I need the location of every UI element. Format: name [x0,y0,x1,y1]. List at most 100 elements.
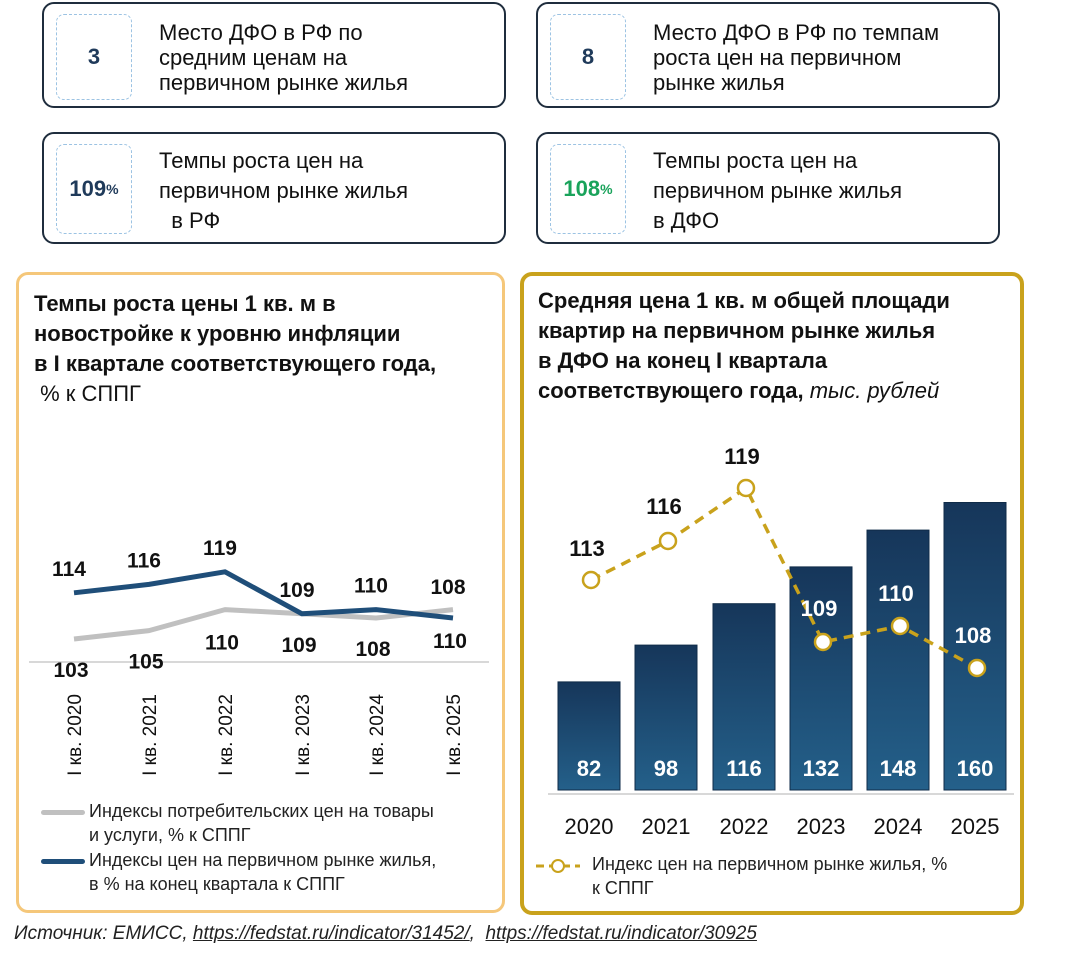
series-marker-index [890,616,910,636]
title-line: квартир на первичном рынке жилья [538,318,936,343]
title-line: в I квартале соответствующего года, [34,351,437,376]
series-marker-index [813,632,833,652]
kpi-text-line: первичном рынке жилья [653,178,903,203]
source-link-1[interactable]: https://fedstat.ru/indicator/31452/ [192,923,470,944]
kpi-card-growth-dfo: 108% Темпы роста цен на первичном рынке … [536,132,1000,244]
x-tick-label: 2022 [720,814,769,839]
data-label-index: 110 [878,581,914,606]
kpi-value: 8 [581,44,595,69]
kpi-value-box: 109% [56,144,132,234]
x-tick-label: 2020 [565,814,614,839]
x-tick-label: 2023 [797,814,846,839]
legend-item-cpi: Индексы потребительских цен на товары и … [39,799,509,847]
x-tick-label: I кв. 2023 [293,694,314,776]
panel-inflation-chart: Темпы роста цены 1 кв. м в новостройке к… [16,272,505,913]
series-line-cpi [73,607,454,642]
title-line: соответствующего года, [538,378,804,403]
title-line: в ДФО на конец I квартала [538,348,828,373]
kpi-text-line: в РФ [159,208,221,233]
legend-label: Индекс цен на первичном рынке жилья, % [592,854,948,874]
series-line-index [590,485,978,670]
x-tick-label: I кв. 2024 [367,694,388,776]
series-marker-index [581,570,601,590]
x-tick-label: I кв. 2025 [444,694,465,776]
x-tick-label: 2021 [642,814,691,839]
series-line-housing [73,569,454,621]
data-label-housing: 114 [52,558,86,581]
source-link-2[interactable]: https://fedstat.ru/indicator/30925 [485,923,757,944]
bar [634,644,698,791]
kpi-text-line: средним ценам на [159,45,348,70]
data-label-cpi: 105 [128,651,163,674]
x-tick-label: 2025 [951,814,1000,839]
source-sep: , [469,923,486,944]
line-chart: 114 116 119 109 110 108 103 105 110 109 108 110 I кв… [29,537,489,776]
legend-label: Индексы потребительских цен на товары [89,801,434,821]
data-label-housing: 119 [203,537,237,560]
kpi-suffix: % [600,181,613,197]
panel-title: Темпы роста цены 1 кв. м в новостройке к… [34,289,504,409]
x-tick-label: I кв. 2022 [216,694,237,776]
kpi-text-line: Место ДФО в РФ по темпам [653,20,940,45]
kpi-text: Темпы роста цен на первичном рынке жилья… [653,146,993,236]
data-label-housing: 110 [354,575,388,598]
series-marker-index [736,478,756,498]
bar-value-label: 98 [654,756,678,781]
bar-value-label: 116 [726,756,762,781]
data-label-housing: 108 [430,576,465,599]
kpi-text-line: первичном рынке жилья [159,70,409,95]
bar-value-label: 160 [957,756,994,781]
x-tick-label: I кв. 2021 [140,694,161,776]
title-unit: тыс. рублей [803,378,940,403]
kpi-text: Место ДФО в РФ по средним ценам на перви… [159,20,499,95]
kpi-suffix: % [106,181,119,197]
legend-item-housing: Индексы цен на первичном рынке жилья, в … [39,848,509,896]
data-label-index: 108 [955,623,992,648]
bar [866,529,930,791]
kpi-value-box: 8 [550,14,626,100]
x-tick-label: 2024 [874,814,923,839]
data-label-cpi: 108 [355,638,390,661]
kpi-text-line: Место ДФО в РФ по [159,20,363,45]
x-tick-label: I кв. 2020 [65,694,86,776]
data-label-index: 119 [724,444,760,469]
panel-title: Средняя цена 1 кв. м общей площади кварт… [538,286,1018,406]
kpi-card-rank-price: 3 Место ДФО в РФ по средним ценам на пер… [42,2,506,108]
data-label-cpi: 103 [53,659,88,682]
kpi-value: 109 [69,176,107,201]
title-line: новостройке к уровню инфляции [34,321,401,346]
bar [789,566,853,791]
legend-swatch-housing [41,859,85,864]
bar [557,681,621,791]
bar-line-chart: 82 98 116 132 148 160 2020 2021 2022 2023 2024 2025… [548,444,1014,839]
data-label-cpi: 109 [281,634,316,657]
kpi-text-line: рынке жилья [653,70,785,95]
data-label-housing: 116 [127,549,161,572]
legend-label: Индексы цен на первичном рынке жилья, [89,850,437,870]
data-label-index: 116 [646,494,682,519]
kpi-value-box: 3 [56,14,132,100]
kpi-text: Место ДФО в РФ по темпам роста цен на пе… [653,20,993,95]
data-label-housing: 109 [279,579,314,602]
bar-value-label: 82 [577,756,601,781]
legend-label: и услуги, % к СППГ [89,825,251,845]
kpi-value: 3 [87,44,101,69]
bar [712,603,776,791]
source-prefix: Источник: ЕМИСС, [14,923,193,944]
data-label-cpi: 110 [205,632,239,655]
kpi-text-line: первичном рынке жилья [159,178,409,203]
title-line: Средняя цена 1 кв. м общей площади [538,288,950,313]
kpi-text-line: роста цен на первичном [653,45,902,70]
legend-label: в % на конец квартала к СППГ [89,874,345,894]
bar-value-label: 132 [803,756,840,781]
chart-subtitle: % к СППГ [34,381,141,406]
bar-value-label: 148 [880,756,917,781]
legend-item-index: Индекс цен на первичном рынке жилья, % к… [534,852,1012,900]
bar [943,502,1007,791]
source-note: Источник: ЕМИСС, https://fedstat.ru/indi… [14,923,757,945]
data-label-index: 113 [569,536,605,561]
title-line: Темпы роста цены 1 кв. м в [34,291,336,316]
series-marker-index [967,658,987,678]
data-label-index: 109 [801,596,838,621]
kpi-value: 108 [563,176,601,201]
